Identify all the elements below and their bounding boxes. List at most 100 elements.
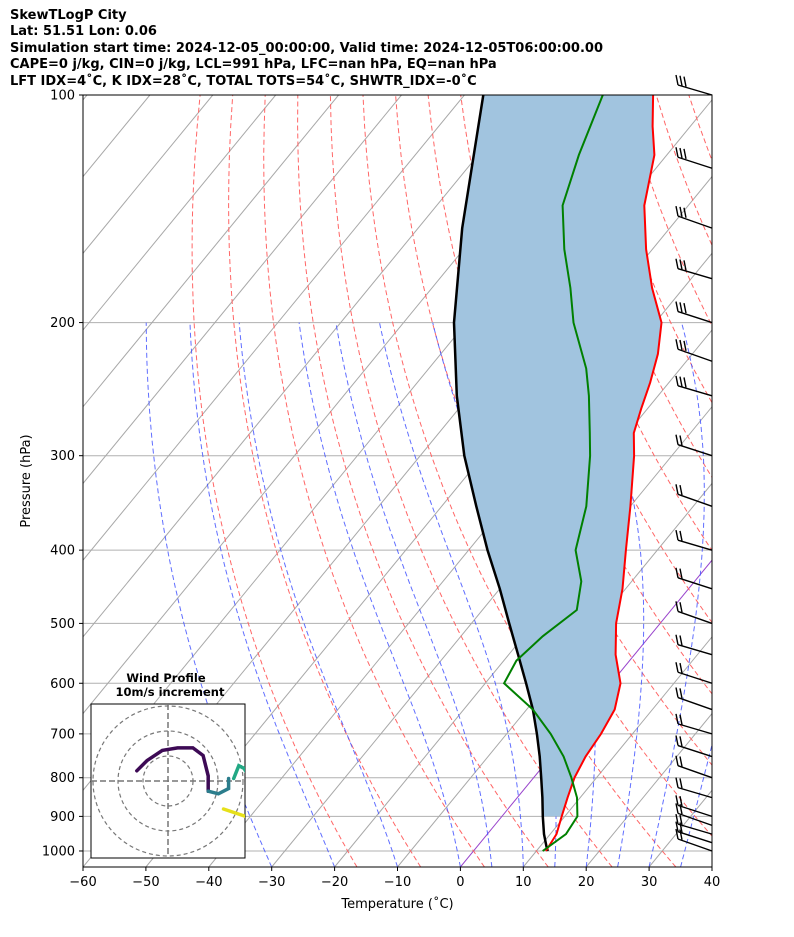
y-tick-label: 500 xyxy=(50,617,75,632)
moist-adiabat xyxy=(189,322,336,867)
hodograph-trace xyxy=(206,776,231,796)
y-tick-label: 700 xyxy=(50,727,75,742)
wind-barb-flag xyxy=(675,828,679,840)
moist-adiabat xyxy=(680,742,712,867)
isotherm-line xyxy=(397,482,712,867)
wind-barb-flag xyxy=(675,803,679,814)
axes: −60 −50 −40 −30 −20 −10 0 10 20 30 40 100 200 300 400 5… xyxy=(42,89,720,891)
wind-barb-flag xyxy=(675,662,679,673)
wind-barb xyxy=(677,577,713,590)
isotherm-line xyxy=(83,95,214,255)
y-tick-label: 100 xyxy=(50,89,75,104)
dry-adiabat xyxy=(191,95,358,867)
wind-barb-flag xyxy=(679,778,683,789)
dry-adiabat xyxy=(228,95,422,867)
wind-barb-flag xyxy=(675,567,679,578)
dry-adiabat xyxy=(263,95,485,867)
x-tick-label: −40 xyxy=(195,875,222,890)
wind-barb-flag xyxy=(675,258,679,269)
wind-barb xyxy=(677,786,713,799)
wind-barb-flag xyxy=(679,147,683,159)
wind-barb-flag xyxy=(679,339,683,351)
wind-barb-flag xyxy=(679,435,683,446)
wind-barb-flag xyxy=(679,714,683,725)
y-tick-label: 400 xyxy=(50,544,75,559)
wind-barb-flag xyxy=(679,688,683,699)
wind-barb-flag xyxy=(683,377,687,388)
wind-barb-flag xyxy=(679,484,683,496)
wind-barb-flag xyxy=(675,205,679,217)
y-tick-label: 1000 xyxy=(42,844,75,859)
x-tick-label: −50 xyxy=(132,875,159,890)
isotherm-line xyxy=(83,95,88,101)
wind-barb-flag xyxy=(679,829,683,840)
x-tick-label: −20 xyxy=(321,875,348,890)
x-tick-label: 20 xyxy=(578,875,595,890)
x-tick-label: −10 xyxy=(384,875,411,890)
wind-barb-flag xyxy=(675,147,679,158)
wind-barb xyxy=(677,493,713,507)
parcel-line xyxy=(452,95,549,852)
wind-barb xyxy=(677,539,713,551)
wind-barb-flag xyxy=(675,601,679,612)
wind-barb-flag xyxy=(679,568,683,579)
wind-barb-flag xyxy=(679,796,683,807)
wind-barb-flag xyxy=(683,340,687,351)
dry-adiabat xyxy=(721,95,794,867)
wind-barb-flag xyxy=(679,602,683,613)
y-tick-label: 600 xyxy=(50,677,75,692)
data-lines xyxy=(452,95,663,852)
wind-barb xyxy=(677,310,713,324)
dry-adiabat xyxy=(787,95,794,867)
location-line: Lat: 51.51 Lon: 0.06 xyxy=(10,24,157,40)
wind-barb-flag xyxy=(683,207,687,218)
wind-barb-flag xyxy=(675,484,679,495)
hodograph-plot xyxy=(91,704,245,858)
x-tick-label: 10 xyxy=(515,875,532,890)
wind-barb-flag xyxy=(675,795,679,806)
wind-barb xyxy=(677,444,713,457)
wind-barb xyxy=(677,696,713,711)
x-tick-label: 0 xyxy=(456,875,464,890)
wind-barb-flag xyxy=(679,302,683,313)
wind-barbs xyxy=(675,74,713,852)
hodograph-subtitle: 10m/s increment xyxy=(116,685,225,699)
y-axis-label: Pressure (hPa) xyxy=(19,434,34,527)
wind-barb-flag xyxy=(683,148,687,159)
wind-barb xyxy=(677,268,713,280)
moist-adiabat xyxy=(238,322,398,867)
dewpoint-line xyxy=(502,95,604,852)
wind-barb xyxy=(677,723,713,735)
time-line: Simulation start time: 2024-12-05_00:00:… xyxy=(10,40,603,56)
x-axis-label: Temperature (˚C) xyxy=(340,896,453,912)
wind-barb-flag xyxy=(675,755,679,766)
wind-barb-flag xyxy=(675,814,679,825)
wind-barb-flag xyxy=(675,713,679,725)
wind-barb xyxy=(677,812,713,827)
isotherm-line xyxy=(334,405,712,867)
isotherm-line xyxy=(83,95,402,485)
moist-adiabat xyxy=(335,322,493,867)
wind-barb xyxy=(677,823,713,835)
wind-barb-flag xyxy=(683,303,687,314)
isotherm-line xyxy=(83,95,465,561)
wind-barb-flag xyxy=(679,736,683,747)
wind-barb xyxy=(677,644,713,656)
wind-barb xyxy=(677,610,713,625)
x-tick-label: −60 xyxy=(69,875,96,890)
isotherm-line xyxy=(83,95,528,638)
y-tick-label: 900 xyxy=(50,810,75,825)
hodograph-trace xyxy=(231,763,245,781)
wind-barb-flag xyxy=(683,76,687,87)
wind-barb-flag xyxy=(679,756,683,767)
isotherm-line xyxy=(648,789,712,867)
isotherm-line xyxy=(585,712,712,867)
moist-adiabat xyxy=(379,322,524,867)
wind-barb xyxy=(677,84,713,96)
wind-barb-flag xyxy=(675,74,679,86)
hodograph-title: Wind Profile xyxy=(126,671,206,685)
isotherm-line xyxy=(83,95,277,331)
wind-barb-flag xyxy=(675,375,679,386)
wind-barb xyxy=(677,838,713,852)
